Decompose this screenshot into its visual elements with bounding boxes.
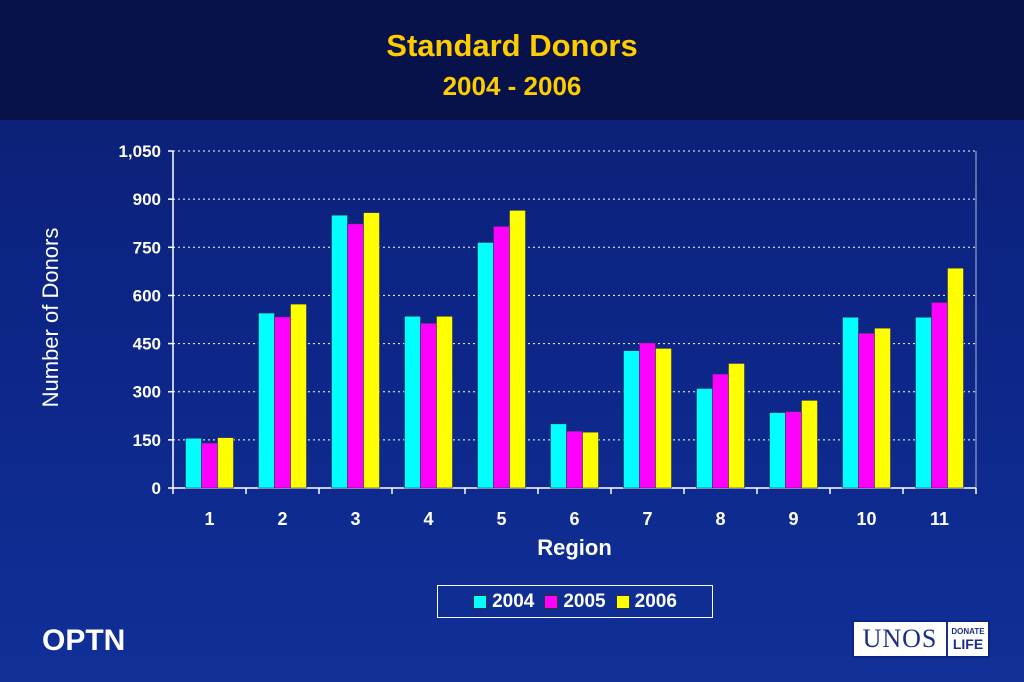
x-tick-label: 8 [715,509,725,529]
donate-life-badge-bottom: LIFE [952,635,984,652]
legend-item-2006: 2006 [615,590,677,613]
bar-2004-region-6 [550,423,567,489]
x-tick-label: 5 [496,509,506,529]
unos-logo-text: UNOS [862,624,938,653]
bar-2005-region-5 [493,226,510,489]
bar-2004-region-7 [623,350,640,489]
bar-2006-region-3 [363,212,380,489]
optn-label: OPTN [42,624,126,657]
bar-2004-region-1 [185,437,202,489]
legend-label-2004: 2004 [492,590,535,612]
bar-2006-region-1 [217,437,234,489]
legend-item-2004: 2004 [473,591,534,613]
chart-legend: 2004 2005 2006 [437,585,713,618]
bar-2006-region-5 [509,210,526,489]
y-tick-label: 600 [133,286,161,305]
y-tick-label: 300 [133,383,161,402]
y-tick-label: 150 [133,431,161,450]
bar-2005-region-7 [639,342,656,489]
legend-label-2005: 2005 [563,590,606,612]
bar-2005-region-6 [566,430,583,489]
bar-2004-region-4 [404,315,421,489]
y-tick-label: 450 [133,335,161,354]
bar-2005-region-2 [274,316,291,489]
bar-2004-region-11 [915,316,932,489]
legend-swatch-2005 [544,594,559,609]
bar-2004-region-5 [477,242,494,489]
bar-2004-region-8 [696,388,713,489]
bar-2006-region-11 [947,267,964,489]
y-tick-label: 0 [152,479,161,498]
bar-2004-region-2 [258,312,275,489]
x-tick-label: 10 [856,509,876,529]
bar-2006-region-8 [728,363,745,489]
x-tick-label: 11 [930,509,949,529]
donate-life-badge-top: DONATE [951,626,985,636]
y-tick-label: 1,050 [118,142,161,161]
legend-label-2006: 2006 [634,590,677,612]
header-band [0,0,1024,120]
unos-donate-life-logo: UNOS DONATE LIFE [852,620,990,658]
chart-subtitle: 2004 - 2006 [442,71,582,101]
legend-item-2005: 2005 [544,590,606,613]
bar-2004-region-3 [331,214,348,489]
bar-2004-region-9 [769,412,786,489]
bar-2005-region-1 [201,442,218,489]
x-tick-label: 7 [642,509,652,529]
bar-2006-region-7 [655,348,672,489]
y-axis-title: Number of Donors [38,228,63,408]
y-tick-label: 750 [133,238,161,257]
bar-2006-region-2 [290,303,307,489]
bar-2005-region-10 [858,333,875,489]
x-tick-label: 1 [204,509,214,529]
bar-2005-region-4 [420,323,437,489]
x-tick-label: 3 [350,509,360,529]
x-tick-label: 4 [423,509,433,529]
bar-2005-region-9 [785,411,802,489]
x-tick-label: 2 [277,509,287,529]
legend-swatch-2006 [615,594,630,609]
donate-life-badge: DONATE LIFE [946,622,988,656]
x-axis-title: Region [537,535,612,560]
bar-2005-region-8 [712,373,729,489]
bar-2006-region-9 [801,400,818,489]
bar-2006-region-4 [436,315,453,489]
bar-2005-region-3 [347,223,364,489]
bar-2004-region-10 [842,316,859,489]
x-tick-label: 6 [569,509,579,529]
x-tick-label: 9 [788,509,798,529]
legend-swatch-2004 [473,594,488,609]
bar-2006-region-6 [582,431,599,489]
bar-2006-region-10 [874,327,891,489]
bar-2005-region-11 [931,302,948,489]
chart-title: Standard Donors [386,28,638,63]
y-tick-label: 900 [133,190,161,209]
